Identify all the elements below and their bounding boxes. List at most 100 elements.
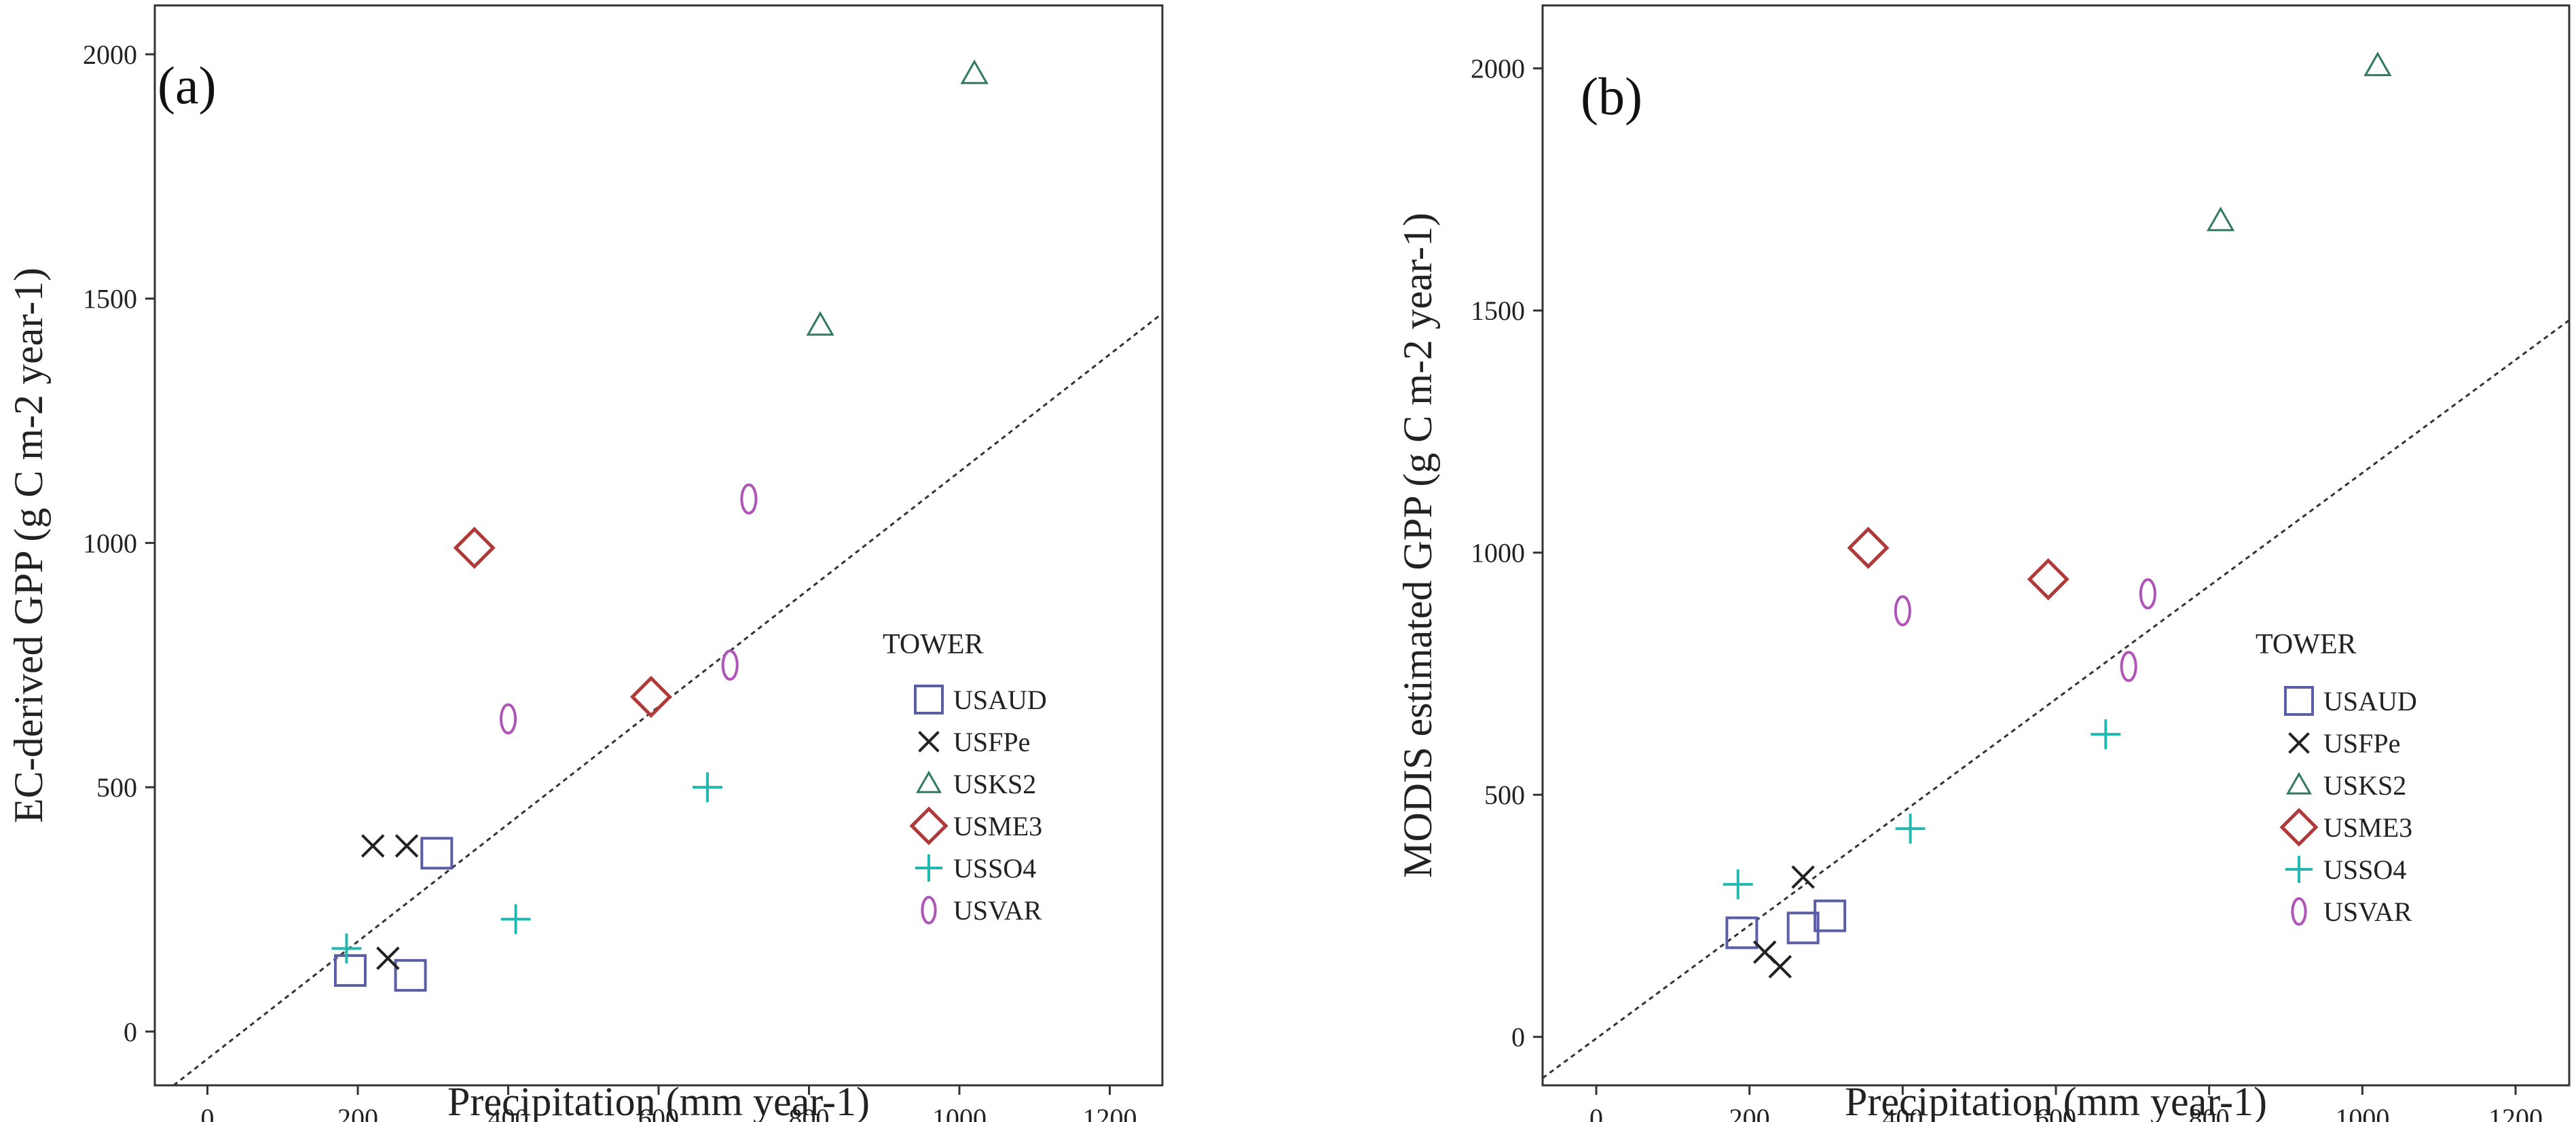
panel-label: (b): [1581, 67, 1642, 126]
legend-marker-usks2: [916, 770, 942, 793]
legend-marker-usaud: [2284, 686, 2314, 716]
point-usks2: [2363, 52, 2392, 77]
y-tick-label: 500: [96, 772, 137, 803]
legend: TOWER USAUD USFPe USKS2 USME3 USSO4 USVAR: [2256, 629, 2417, 927]
panel-label: (a): [158, 56, 217, 115]
series-usfpe: [361, 834, 419, 971]
y-tick-label: 1000: [83, 528, 137, 558]
x-tick-label: 1200: [1082, 1103, 1137, 1122]
legend-label-usso4: USSO4: [2323, 854, 2406, 885]
point-usso4: [692, 772, 722, 803]
legend-marker-usfpe: [918, 731, 940, 753]
point-usvar: [499, 703, 517, 735]
x-tick-label: 400: [1882, 1103, 1923, 1122]
panel-a: 0 200 400 600 800 1000 1200 0 500 1000 1500 2000 Pre…: [6, 4, 1164, 1122]
legend-marker-usaud: [914, 685, 944, 714]
point-usks2: [960, 59, 989, 84]
y-tick-label: 500: [1484, 780, 1525, 810]
legend-marker-usme3: [2279, 808, 2319, 847]
point-usaud: [420, 837, 454, 870]
point-usks2: [806, 311, 834, 336]
series-usme3: [453, 526, 672, 719]
legend-label-usaud: USAUD: [2323, 686, 2417, 717]
y-tick-label: 2000: [83, 39, 137, 70]
point-usme3: [453, 526, 496, 569]
legend: TOWER USAUD USFPe USKS2 USME3 USSO4 USVAR: [883, 629, 1047, 926]
point-usme3: [2027, 558, 2069, 600]
point-usvar: [740, 483, 758, 515]
series-usso4: [331, 772, 722, 964]
y-tick-label: 0: [124, 1017, 137, 1047]
legend-label-usvar: USVAR: [953, 895, 1042, 926]
point-usaud: [1814, 899, 1847, 933]
x-tick-label: 1000: [2335, 1103, 2389, 1122]
point-usaud: [1786, 911, 1820, 945]
series-usks2: [2206, 52, 2392, 232]
legend-label-usme3: USME3: [953, 811, 1042, 842]
point-usme3: [1847, 526, 1890, 569]
series-usks2: [806, 59, 989, 336]
legend-label-usks2: USKS2: [2323, 770, 2406, 801]
series-usvar: [1894, 578, 2156, 683]
legend-label-usso4: USSO4: [953, 853, 1036, 884]
point-usaud: [1725, 916, 1759, 949]
y-axis-title: MODIS estimated GPP (g C m-2 year-1): [1395, 213, 1440, 878]
x-axis-title: Precipitation (mm year-1): [1845, 1079, 2267, 1122]
legend-marker-usks2: [2286, 772, 2312, 795]
series-usaud: [1725, 899, 1847, 949]
point-usfpe: [1791, 865, 1815, 889]
x-tick-label: 1000: [932, 1103, 987, 1122]
point-usvar: [721, 649, 739, 681]
point-usso4: [1723, 869, 1753, 900]
legend-title: TOWER: [2256, 629, 2357, 660]
panel-b: 0 200 400 600 800 1000 1200 0 500 1000 1500 2000 Pre…: [1395, 4, 2571, 1122]
point-usso4: [2091, 719, 2121, 750]
y-tick-label: 0: [1511, 1022, 1525, 1053]
legend-marker-usvar: [921, 896, 937, 924]
point-usvar: [1894, 595, 1911, 627]
y-tick-label: 1500: [1471, 295, 1525, 326]
x-tick-label: 0: [201, 1103, 215, 1122]
point-usso4: [500, 904, 531, 935]
legend-marker-usfpe: [2288, 732, 2310, 754]
point-usfpe: [361, 834, 385, 858]
point-usaud: [394, 959, 427, 992]
legend-label-usfpe: USFPe: [953, 727, 1030, 757]
legend-marker-usme3: [909, 806, 949, 846]
legend-label-usvar: USVAR: [2323, 897, 2412, 927]
legend-label-usfpe: USFPe: [2323, 728, 2400, 759]
legend-title: TOWER: [883, 629, 984, 660]
y-tick-label: 1500: [83, 284, 137, 314]
y-tick-label: 2000: [1471, 54, 1525, 84]
x-tick-label: 800: [788, 1103, 829, 1122]
legend-label-usks2: USKS2: [953, 769, 1036, 799]
point-usvar: [2139, 578, 2156, 610]
plot-frame: [1541, 4, 2571, 1087]
point-usaud: [333, 954, 367, 987]
x-tick-label: 600: [2036, 1103, 2076, 1122]
x-tick-label: 400: [488, 1103, 529, 1122]
x-tick-label: 800: [2189, 1103, 2230, 1122]
point-usso4: [1895, 814, 1926, 844]
point-usvar: [2120, 651, 2137, 683]
y-axis-title: EC-derived GPP (g C m-2 year-1): [6, 268, 51, 823]
point-usfpe: [1768, 955, 1792, 979]
point-usfpe: [376, 946, 400, 971]
series-usaud: [333, 837, 454, 992]
point-usfpe: [394, 834, 419, 858]
x-tick-label: 200: [1729, 1103, 1770, 1122]
y-tick-label: 1000: [1471, 538, 1525, 568]
series-usme3: [1847, 526, 2069, 600]
legend-marker-usso4: [915, 854, 942, 882]
point-usme3: [629, 675, 672, 719]
x-tick-label: 600: [638, 1103, 679, 1122]
x-tick-label: 200: [337, 1103, 378, 1122]
legend-label-usaud: USAUD: [953, 685, 1047, 715]
series-usvar: [499, 483, 758, 735]
x-axis-title: Precipitation (mm year-1): [447, 1079, 870, 1122]
x-tick-label: 1200: [2488, 1103, 2543, 1122]
x-tick-label: 0: [1589, 1103, 1603, 1122]
legend-marker-usso4: [2285, 856, 2313, 883]
legend-label-usme3: USME3: [2323, 812, 2412, 843]
